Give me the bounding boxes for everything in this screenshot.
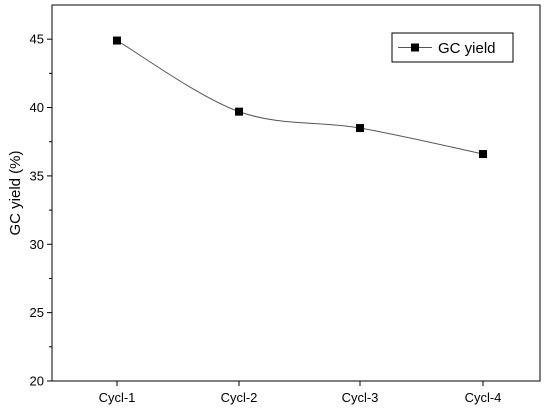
y-axis-ticks: 20 25 30 35 40 45 [30,32,52,389]
legend-marker-icon [411,43,419,52]
data-point [113,36,121,45]
data-point [479,150,487,159]
legend-box [391,32,514,63]
legend-label: GC yield [438,40,496,57]
data-point [235,107,243,116]
legend: GC yield [391,32,514,63]
y-tick-label: 45 [30,32,44,47]
x-axis-ticks: Cycl-1 Cycl-2 Cycl-3 Cycl-4 [99,381,502,405]
x-tick-label: Cycl-2 [221,390,258,405]
y-axis-label: GC yield (%) [7,150,24,235]
y-tick-label: 25 [30,305,44,320]
series-line [116,40,484,155]
y-tick-label: 20 [30,374,44,389]
x-tick-label: Cycl-3 [342,390,379,405]
data-point [356,124,364,133]
x-tick-label: Cycl-4 [465,390,502,405]
x-tick-label: Cycl-1 [99,390,136,405]
y-tick-label: 30 [30,237,44,252]
plot-frame [51,4,541,382]
data-points [113,36,487,159]
y-tick-label: 40 [30,100,44,115]
y-tick-label: 35 [30,168,44,183]
